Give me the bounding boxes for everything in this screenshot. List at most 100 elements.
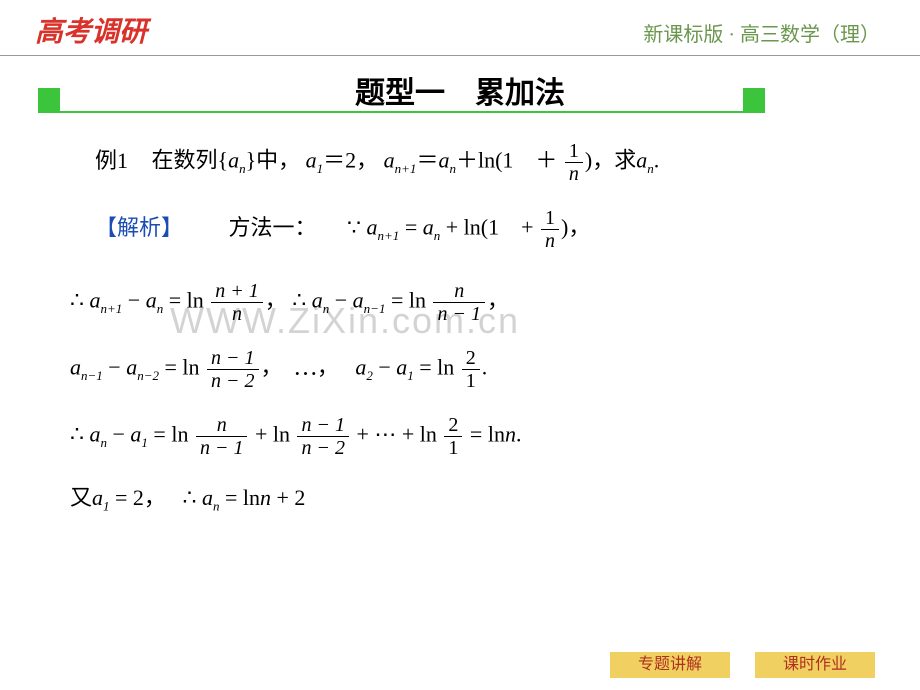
text: ＝2， [323, 148, 378, 173]
sub: n+1 [378, 228, 400, 243]
content: 例1 在数列{an}中， a1＝2， an+1＝an＋ln(1 ＋ 1n)，求a… [70, 140, 870, 538]
var: a [146, 288, 157, 313]
header-right-title: 新课标版 · 高三数学（理） [643, 18, 880, 47]
fraction: 1n [541, 207, 559, 252]
result-line: 又a1 = 2， ∴ an = lnn + 2 [70, 481, 870, 516]
sub: n−1 [364, 301, 386, 316]
var: a [353, 288, 364, 313]
frac-bot: n [541, 230, 559, 252]
var: a [355, 355, 366, 380]
text: . [482, 355, 488, 380]
step-line: ∴ an − a1 = ln nn − 1 + ln n − 1n − 2 + … [70, 414, 870, 459]
frac-top: 1 [541, 207, 559, 230]
footer-button-topic[interactable]: 专题讲解 [610, 652, 730, 678]
fraction: nn − 1 [433, 280, 485, 325]
text: + ln(1 + [440, 215, 539, 240]
frac-top: 1 [565, 140, 583, 163]
method-label: 方法一： [229, 215, 317, 240]
text: + ln [249, 422, 290, 447]
var: a [70, 355, 81, 380]
footer-button-homework[interactable]: 课时作业 [755, 652, 875, 678]
problem-line: 例1 在数列{an}中， a1＝2， an+1＝an＋ln(1 ＋ 1n)，求a… [95, 140, 870, 185]
analysis-line: 【解析】 方法一： ∵ an+1 = an + ln(1 + 1n)， [95, 207, 870, 252]
var: a [202, 485, 213, 510]
therefore-symbol: ∴ [70, 422, 84, 447]
therefore-symbol: ∴ [292, 288, 306, 313]
because-symbol: ∵ [347, 215, 361, 240]
var: a [92, 485, 103, 510]
frac-top: n + 1 [211, 280, 263, 303]
text: = ln [159, 355, 200, 380]
text: − [103, 355, 126, 380]
text: = ln [385, 288, 426, 313]
text: − [107, 422, 130, 447]
fraction: 1n [565, 140, 583, 185]
fraction: 21 [444, 414, 462, 459]
frac-bot: 1 [462, 370, 480, 392]
frac-top: n [196, 414, 248, 437]
frac-bot: 1 [444, 437, 462, 459]
var: a [312, 288, 323, 313]
var: a [90, 422, 101, 447]
var: a [438, 148, 449, 173]
fraction: n + 1n [211, 280, 263, 325]
header-left-title: 高考调研 [35, 10, 147, 50]
var: n [505, 422, 516, 447]
var: a [90, 288, 101, 313]
var: n [260, 485, 271, 510]
frac-bot: n − 2 [297, 437, 349, 459]
var: a [396, 355, 407, 380]
text: − [329, 288, 352, 313]
var: a [384, 148, 395, 173]
text: . [516, 422, 522, 447]
example-label: 例1 [95, 148, 128, 173]
frac-top: n − 1 [207, 347, 259, 370]
sub: n−2 [137, 368, 159, 383]
var: a [126, 355, 137, 380]
text: }中， [246, 148, 301, 173]
frac-bot: n − 1 [196, 437, 248, 459]
text: 又 [70, 485, 92, 510]
var: a [130, 422, 141, 447]
text: = 2， [110, 485, 177, 510]
frac-top: 2 [444, 414, 462, 437]
text: . [654, 148, 660, 173]
sub: n−1 [81, 368, 103, 383]
sub: n+1 [101, 301, 123, 316]
text: = [399, 215, 422, 240]
analysis-label: 【解析】 [95, 211, 183, 244]
text: )，求 [585, 148, 636, 173]
section-title: 题型一 累加法 [0, 68, 920, 112]
step-line: ∴ an+1 − an = ln n + 1n， ∴ an − an−1 = l… [70, 280, 870, 325]
text: = ln [163, 288, 204, 313]
fraction: n − 1n − 2 [207, 347, 259, 392]
title-row: 题型一 累加法 [0, 56, 920, 126]
text: − [122, 288, 145, 313]
therefore-symbol: ∴ [70, 288, 84, 313]
text: ， ⋯， [261, 355, 350, 380]
text: )， [561, 215, 590, 240]
var: a [306, 148, 317, 173]
therefore-symbol: ∴ [182, 485, 196, 510]
fraction: 21 [462, 347, 480, 392]
fraction: nn − 1 [196, 414, 248, 459]
sub: n+1 [395, 161, 417, 176]
text: = ln [148, 422, 189, 447]
text: ， [487, 288, 509, 313]
text: = ln [219, 485, 260, 510]
text: − [373, 355, 396, 380]
text: = ln [414, 355, 455, 380]
text: ， [265, 288, 293, 313]
text: ＋ln(1 ＋ [456, 148, 557, 173]
text: 在数列{ [152, 148, 229, 173]
frac-bot: n − 2 [207, 370, 259, 392]
frac-top: 2 [462, 347, 480, 370]
step-line: an−1 − an−2 = ln n − 1n − 2， ⋯， a2 − a1 … [70, 347, 870, 392]
frac-bot: n [211, 303, 263, 325]
frac-bot: n − 1 [433, 303, 485, 325]
text: + ⋯ + ln [351, 422, 437, 447]
frac-top: n − 1 [297, 414, 349, 437]
fraction: n − 1n − 2 [297, 414, 349, 459]
var: a [423, 215, 434, 240]
frac-top: n [433, 280, 485, 303]
